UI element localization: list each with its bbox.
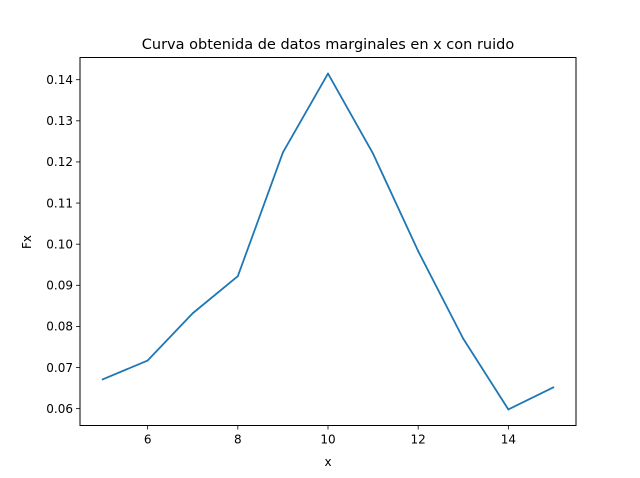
data-point	[191, 312, 194, 315]
data-point	[282, 151, 284, 154]
series-points	[101, 72, 555, 411]
y-tick-label: 0.08	[46, 320, 73, 334]
data-point	[507, 408, 510, 411]
chart-title: Curva obtenida de datos marginales en x …	[142, 37, 515, 53]
data-point	[372, 152, 374, 155]
y-tick-label: 0.09	[46, 279, 73, 293]
x-tick-label: 10	[320, 433, 335, 447]
data-point	[146, 359, 149, 362]
x-tick-label: 8	[234, 433, 242, 447]
plot-frame	[79, 57, 577, 426]
y-tick-label: 0.06	[46, 402, 73, 416]
data-point	[552, 386, 555, 389]
data-point	[417, 250, 420, 253]
y-tick-label: 0.13	[46, 114, 73, 128]
data-point	[462, 337, 465, 340]
y-tick-label: 0.12	[46, 155, 73, 169]
x-tick-label: 14	[501, 433, 516, 447]
y-tick-label: 0.14	[46, 73, 73, 87]
data-point	[236, 275, 239, 278]
y-tick-label: 0.07	[46, 361, 73, 375]
x-tick-label: 12	[411, 433, 426, 447]
x-tick-label: 6	[144, 433, 152, 447]
y-tick-label: 0.11	[46, 196, 73, 210]
y-tick-label: 0.10	[46, 237, 73, 251]
data-point	[327, 72, 329, 75]
x-axis-label: x	[324, 455, 331, 469]
y-axis-ticks: 0.06 0.07 0.08 0.09 0.10 0.11 0.12 0.13 0.14	[46, 73, 80, 416]
y-axis-label: Fx	[20, 235, 34, 249]
x-axis-ticks: 6 8 10 12 14	[144, 425, 516, 447]
data-point	[101, 378, 104, 381]
